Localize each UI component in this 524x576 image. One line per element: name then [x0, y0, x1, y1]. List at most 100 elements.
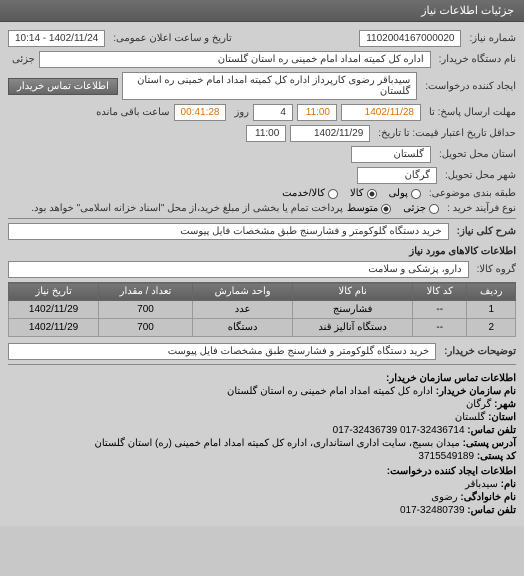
buy-note: پرداخت تمام یا بخشی از مبلغ خرید،از محل … — [31, 203, 343, 214]
fphone-label: تلفن تماس: — [467, 425, 516, 436]
contact-title: اطلاعات تماس سازمان خریدار: — [8, 373, 516, 384]
req-no-label: شماره نیاز: — [469, 33, 516, 44]
min-validity-date: 1402/11/29 — [290, 125, 370, 142]
row-price-class: طبقه بندی موضوعی: پولی کالا کالا/خدمت — [8, 188, 516, 199]
td: 1402/11/29 — [9, 301, 99, 319]
min-validity-time: 11:00 — [246, 125, 286, 142]
group-value: دارو، پزشکی و سلامت — [8, 261, 469, 278]
row-city: شهر محل تحویل: گرگان — [8, 167, 516, 184]
table-row: 2 -- دستگاه آنالیز قند دستگاه 700 1402/1… — [9, 319, 516, 337]
td: فشارسنج — [293, 301, 413, 319]
td: -- — [412, 301, 467, 319]
fprov-label: استان: — [488, 412, 516, 423]
price-class-label: طبقه بندی موضوعی: — [429, 188, 516, 199]
remain-time: 00:41:28 — [174, 104, 227, 121]
radio-goods[interactable]: کالا — [350, 188, 377, 199]
main-container: جزئیات اطلاعات نیاز شماره نیاز: 11020041… — [0, 0, 524, 526]
fpost-value: 3715549189 — [418, 451, 474, 462]
fprov-value: گلستان — [455, 412, 485, 423]
flname-value: رضوی — [431, 492, 457, 503]
buyer-value: اداره کل کمیته امداد امام خمینی ره استان… — [39, 51, 431, 68]
row-buy-class: نوع فرآیند خرید : جزئی متوسط پرداخت تمام… — [8, 203, 516, 214]
th-2: نام کالا — [293, 283, 413, 301]
buyer-notes-label: توضیحات خریدار: — [444, 346, 516, 357]
panel-header: جزئیات اطلاعات نیاز — [0, 0, 524, 22]
fname-label: نام: — [501, 479, 516, 490]
th-1: کد کالا — [412, 283, 467, 301]
remain-left-label: ساعت باقی مانده — [96, 107, 169, 118]
creator-title: اطلاعات ایجاد کننده درخواست: — [8, 466, 516, 477]
goods-info-title: اطلاعات کالاهای مورد نیاز — [8, 246, 516, 257]
row-req-no: شماره نیاز: 1102004167000020 تاریخ و ساع… — [8, 30, 516, 47]
td: 1402/11/29 — [9, 319, 99, 337]
table-row: 1 -- فشارسنج عدد 700 1402/11/29 — [9, 301, 516, 319]
fcphone-value: 32480739-017 — [400, 505, 465, 516]
td: 2 — [467, 319, 516, 337]
fcity-value: گرگان — [466, 399, 491, 410]
fname-value: سیدباقر — [465, 479, 498, 490]
fcphone-label: تلفن تماس: — [467, 505, 516, 516]
th-0: ردیف — [467, 283, 516, 301]
panel-title: جزئیات اطلاعات نیاز — [421, 5, 514, 17]
desc-label: شرح کلی نیاز: — [457, 226, 516, 237]
desc-value: خرید دستگاه گلوکومتر و فشارسنج طبق مشخصا… — [8, 223, 449, 240]
td: 1 — [467, 301, 516, 319]
fcity-label: شهر: — [494, 399, 516, 410]
city-value: گرگان — [357, 167, 437, 184]
radio-service[interactable]: کالا/خدمت — [282, 188, 338, 199]
td: 700 — [99, 319, 193, 337]
faddr-label: آدرس پستی: — [463, 438, 516, 449]
req-no-value: 1102004167000020 — [359, 30, 461, 47]
day-label: روز — [234, 107, 249, 118]
pub-time-value: 1402/11/24 - 10:14 — [8, 30, 105, 47]
buyer-label: نام دستگاه خریدار: — [439, 54, 516, 65]
city-label: شهر محل تحویل: — [445, 170, 516, 181]
row-group: گروه کالا: دارو، پزشکی و سلامت — [8, 261, 516, 278]
td: عدد — [192, 301, 292, 319]
deadline-label: مهلت ارسال پاسخ: تا — [429, 107, 516, 118]
row-requester: ایجاد کننده درخواست: سیدباقر رضوی کارپرد… — [8, 72, 516, 100]
province-label: استان محل تحویل: — [439, 149, 516, 160]
buyer-notes-value: خرید دستگاه گلوکومتر و فشارسنج طبق مشخصا… — [8, 343, 436, 360]
row-buyer-notes: توضیحات خریدار: خرید دستگاه گلوکومتر و ف… — [8, 343, 516, 360]
buy-class-label: نوع فرآیند خرید : — [447, 203, 516, 214]
footer-contact: اطلاعات تماس سازمان خریدار: نام سازمان خ… — [8, 373, 516, 516]
table-header-row: ردیف کد کالا نام کالا واحد شمارش تعداد /… — [9, 283, 516, 301]
partial-label: جزئی — [12, 54, 35, 65]
buy-class-options: جزئی متوسط — [347, 203, 439, 214]
th-5: تاریخ نیاز — [9, 283, 99, 301]
fpost-label: کد پستی: — [477, 451, 516, 462]
row-deadline: مهلت ارسال پاسخ: تا 1402/11/28 11:00 4 ر… — [8, 104, 516, 121]
row-buyer: نام دستگاه خریدار: اداره کل کمیته امداد … — [8, 51, 516, 68]
requester-label: ایجاد کننده درخواست: — [425, 81, 516, 92]
panel-body: شماره نیاز: 1102004167000020 تاریخ و ساع… — [0, 22, 524, 526]
requester-value: سیدباقر رضوی کارپرداز اداره کل کمیته امد… — [122, 72, 417, 100]
min-validity-label: حداقل تاریخ اعتبار قیمت: تا تاریخ: — [378, 128, 516, 139]
contact-buyer-button[interactable]: اطلاعات تماس خریدار — [8, 78, 118, 95]
remain-days: 4 — [253, 104, 293, 121]
fphone-value: 32436714-017 32436739-017 — [333, 425, 465, 436]
row-validity: حداقل تاریخ اعتبار قیمت: تا تاریخ: 1402/… — [8, 125, 516, 142]
pub-time-label: تاریخ و ساعت اعلان عمومی: — [113, 33, 232, 44]
deadline-time: 11:00 — [297, 104, 337, 121]
goods-table: ردیف کد کالا نام کالا واحد شمارش تعداد /… — [8, 282, 516, 337]
td: دستگاه — [192, 319, 292, 337]
td: 700 — [99, 301, 193, 319]
th-4: تعداد / مقدار — [99, 283, 193, 301]
td: -- — [412, 319, 467, 337]
deadline-date: 1402/11/28 — [341, 104, 421, 121]
td: دستگاه آنالیز قند — [293, 319, 413, 337]
radio-money[interactable]: پولی — [389, 188, 421, 199]
group-label: گروه کالا: — [477, 264, 516, 275]
price-class-options: پولی کالا کالا/خدمت — [282, 188, 421, 199]
org-value: اداره کل کمیته امداد امام خمینی ره استان… — [227, 386, 433, 397]
province-value: گلستان — [351, 146, 431, 163]
org-label: نام سازمان خریدار: — [436, 386, 516, 397]
radio-small[interactable]: جزئی — [403, 203, 439, 214]
th-3: واحد شمارش — [192, 283, 292, 301]
flname-label: نام خانوادگی: — [460, 492, 516, 503]
faddr-value: میدان بسیج، سایت اداری استانداری، اداره … — [95, 438, 460, 449]
radio-medium[interactable]: متوسط — [347, 203, 391, 214]
row-province: استان محل تحویل: گلستان — [8, 146, 516, 163]
row-desc: شرح کلی نیاز: خرید دستگاه گلوکومتر و فشا… — [8, 223, 516, 240]
